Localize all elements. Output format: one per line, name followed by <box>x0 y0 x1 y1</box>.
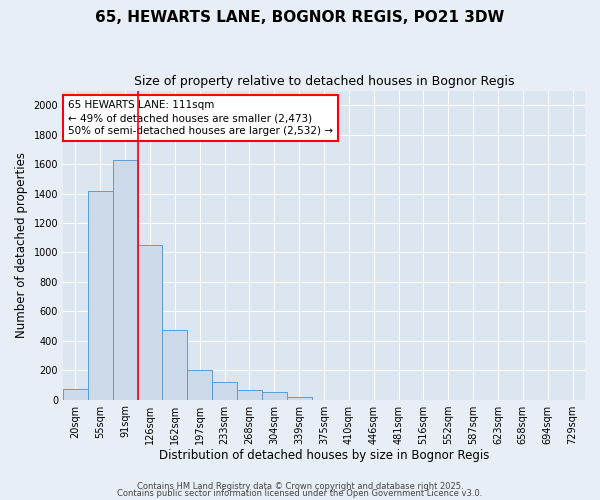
Bar <box>187 370 212 400</box>
Bar <box>287 396 311 400</box>
Text: 65, HEWARTS LANE, BOGNOR REGIS, PO21 3DW: 65, HEWARTS LANE, BOGNOR REGIS, PO21 3DW <box>95 10 505 25</box>
Title: Size of property relative to detached houses in Bognor Regis: Size of property relative to detached ho… <box>134 75 514 88</box>
Bar <box>163 330 187 400</box>
Bar <box>63 388 88 400</box>
Y-axis label: Number of detached properties: Number of detached properties <box>15 152 28 338</box>
Bar <box>113 160 137 400</box>
Bar <box>212 382 237 400</box>
Bar <box>262 392 287 400</box>
Bar <box>237 390 262 400</box>
Text: Contains public sector information licensed under the Open Government Licence v3: Contains public sector information licen… <box>118 489 482 498</box>
Text: 65 HEWARTS LANE: 111sqm
← 49% of detached houses are smaller (2,473)
50% of semi: 65 HEWARTS LANE: 111sqm ← 49% of detache… <box>68 100 333 136</box>
Bar <box>137 245 163 400</box>
Bar <box>88 190 113 400</box>
X-axis label: Distribution of detached houses by size in Bognor Regis: Distribution of detached houses by size … <box>159 450 489 462</box>
Text: Contains HM Land Registry data © Crown copyright and database right 2025.: Contains HM Land Registry data © Crown c… <box>137 482 463 491</box>
